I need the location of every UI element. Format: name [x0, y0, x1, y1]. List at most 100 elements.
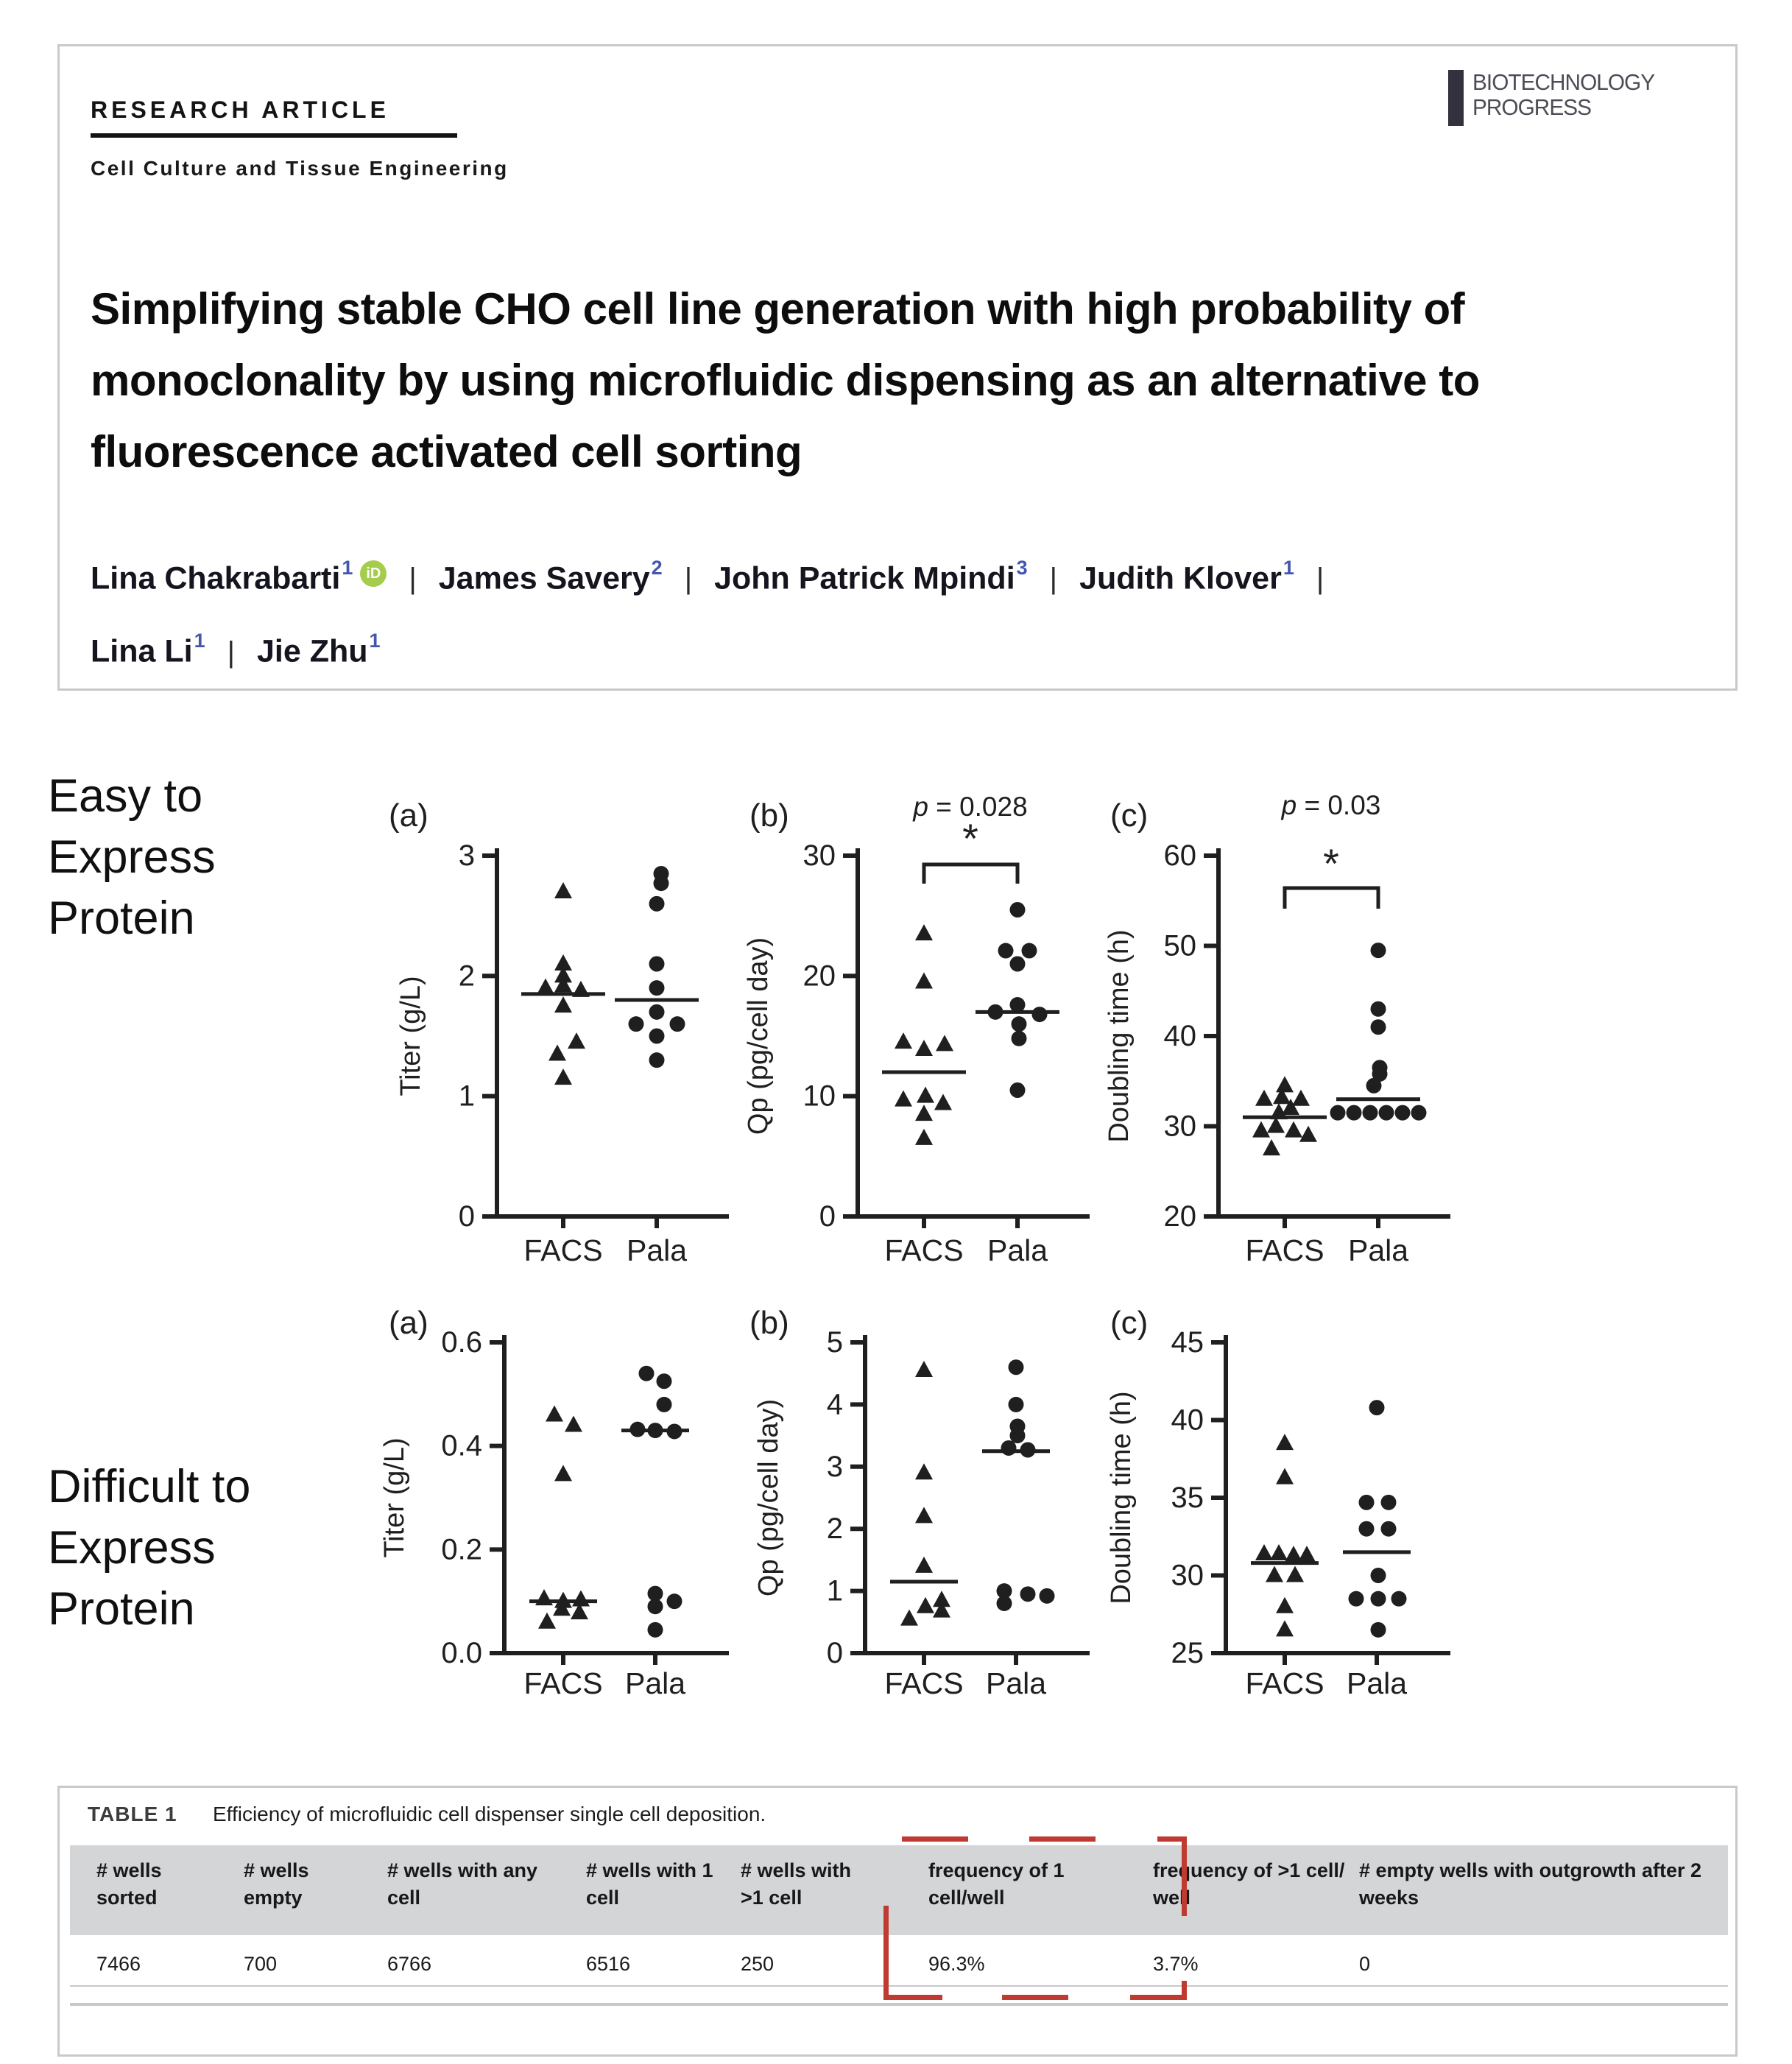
data-point-circle: [1009, 1082, 1026, 1098]
y-tick-label: 40: [1171, 1404, 1204, 1437]
subject-category: Cell Culture and Tissue Engineering: [91, 157, 509, 180]
data-point-circle: [1011, 1030, 1027, 1046]
y-tick-label: 45: [1171, 1326, 1204, 1359]
data-point-circle: [1370, 1001, 1386, 1017]
table-column-header: # wells sorted: [96, 1859, 162, 1909]
data-point-triangle: [915, 1105, 933, 1121]
data-point-circle: [1366, 1077, 1382, 1093]
y-tick-label: 30: [1171, 1560, 1204, 1592]
data-point-triangle: [934, 1093, 952, 1110]
y-tick-label: 20: [1164, 1200, 1197, 1233]
data-point-circle: [649, 1004, 665, 1020]
data-point-circle: [1358, 1521, 1375, 1537]
author-affiliation-superscript: 1: [194, 630, 205, 652]
table-cell-value: 96.3%: [928, 1953, 985, 1975]
data-point-triangle: [554, 1068, 572, 1085]
y-axis-label: Titer (g/L): [395, 976, 426, 1096]
y-tick-label: 40: [1164, 1020, 1197, 1052]
data-point-triangle: [554, 1465, 572, 1482]
data-point-triangle: [915, 1463, 933, 1480]
row-label-line: Protein: [48, 892, 195, 944]
panel-letter: (b): [749, 797, 789, 834]
data-point-circle: [1346, 1105, 1362, 1121]
x-category-label: FACS: [884, 1666, 963, 1700]
author-name: James Savery: [438, 560, 650, 596]
data-point-circle: [987, 1004, 1003, 1020]
data-point-circle: [1369, 1400, 1385, 1416]
data-point-triangle: [568, 1032, 585, 1049]
data-point-triangle: [936, 1035, 953, 1052]
authors: Lina Chakrabarti1 iD | James Savery2 | John P…: [91, 538, 1703, 685]
p-value-label: p = 0.03: [1281, 790, 1381, 820]
table-column-header: # wells empty: [244, 1859, 309, 1909]
table-header-band: [70, 1845, 1728, 1935]
table-1-card: TABLE 1 Efficiency of microfluidic cell …: [57, 1786, 1738, 2057]
data-point-circle: [656, 1396, 672, 1412]
data-point-triangle: [1276, 1434, 1294, 1451]
data-point-circle: [647, 1585, 663, 1602]
author-affiliation-superscript: 2: [651, 557, 663, 579]
data-point-circle: [647, 1599, 663, 1615]
data-point-triangle: [895, 1090, 912, 1107]
data-point-circle: [1020, 1586, 1036, 1602]
table-rule: [70, 1985, 1728, 1987]
data-point-circle: [1009, 997, 1026, 1013]
data-point-circle: [996, 1583, 1012, 1599]
data-point-triangle: [917, 1596, 934, 1613]
orcid-icon: iD: [360, 560, 387, 588]
data-point-triangle: [1298, 1546, 1316, 1563]
x-category-label: Pala: [1347, 1666, 1407, 1700]
significance-star: *: [962, 815, 978, 862]
x-category-label: FACS: [1245, 1233, 1324, 1267]
data-point-circle: [1011, 1016, 1027, 1032]
y-tick-label: 0.4: [441, 1430, 482, 1462]
data-point-circle: [1348, 1591, 1364, 1607]
data-point-triangle: [554, 966, 572, 983]
data-point-circle: [649, 980, 665, 996]
data-point-circle: [1001, 1440, 1017, 1456]
data-point-circle: [1031, 1007, 1048, 1023]
data-point-triangle: [1299, 1125, 1317, 1142]
data-point-triangle: [553, 1599, 571, 1616]
data-point-triangle: [915, 1360, 933, 1377]
y-tick-label: 2: [827, 1512, 843, 1545]
data-point-triangle: [915, 972, 933, 989]
author-affiliation-superscript: 1: [1283, 557, 1294, 579]
data-point-circle: [1008, 1396, 1024, 1412]
data-point-circle: [1009, 956, 1026, 972]
author-name: Lina Chakrabarti: [91, 560, 341, 596]
data-point-circle: [1378, 1105, 1394, 1121]
row-label-line: Difficult to: [48, 1461, 251, 1512]
y-axis-label: Titer (g/L): [379, 1437, 410, 1557]
data-point-circle: [1372, 1066, 1388, 1082]
journal-logo-bar-icon: [1448, 70, 1464, 126]
data-point-circle: [638, 1365, 655, 1381]
y-tick-label: 1: [459, 1080, 475, 1113]
table-column-header: # empty wells with outgrowth after 2 wee…: [1359, 1859, 1702, 1909]
author-separator: |: [409, 563, 417, 596]
x-category-label: Pala: [987, 1233, 1048, 1267]
data-point-triangle: [1255, 1543, 1273, 1560]
data-point-circle: [666, 1593, 682, 1610]
table-column-header: # wells with >1 cell: [741, 1859, 852, 1909]
data-point-triangle: [554, 954, 572, 971]
data-point-triangle: [572, 980, 590, 997]
y-tick-label: 30: [803, 839, 836, 872]
data-point-circle: [669, 1016, 685, 1032]
panel-letter: (a): [389, 797, 428, 834]
x-category-label: FACS: [1245, 1666, 1324, 1700]
data-point-circle: [666, 1423, 682, 1440]
data-point-triangle: [900, 1609, 918, 1626]
scatter-panel-easy-doubling: (c) p = 0.03 * 20 30 40 50 60 Doubling time (h) F…: [1104, 790, 1450, 1267]
data-point-circle: [1370, 1019, 1386, 1035]
data-point-circle: [1380, 1521, 1397, 1537]
table-cell-value: 0: [1359, 1953, 1371, 1975]
author-name: Jie Zhu: [256, 633, 368, 669]
author-separator: |: [1049, 563, 1058, 596]
data-point-circle: [1370, 1591, 1386, 1607]
data-point-circle: [1370, 1568, 1386, 1583]
y-tick-label: 4: [827, 1388, 843, 1420]
y-tick-label: 0: [827, 1637, 843, 1669]
red-highlight-segment: [1130, 1995, 1187, 2000]
data-point-triangle: [537, 978, 554, 995]
